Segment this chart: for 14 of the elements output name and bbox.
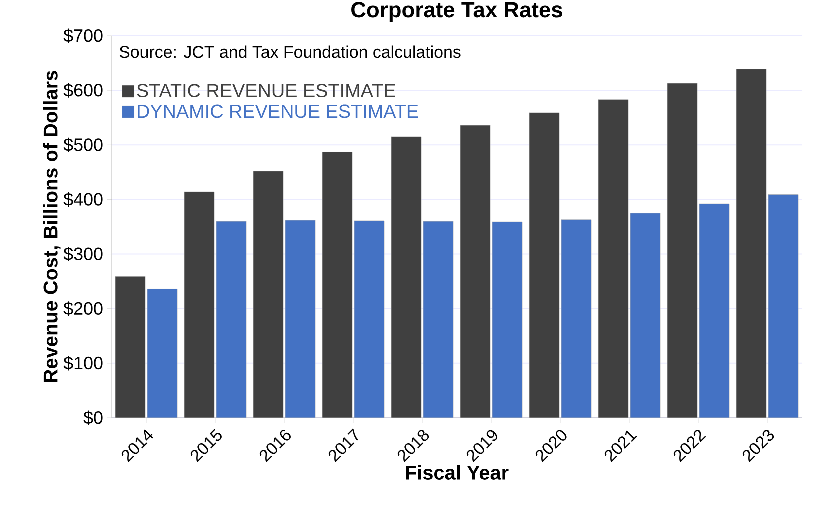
y-tick-label: $200 xyxy=(64,302,103,316)
y-axis-title: Revenue Cost, Billions of Dollars xyxy=(43,71,61,382)
y-tick-label: $700 xyxy=(64,28,103,44)
legend-label: STATIC REVENUE ESTIMATE xyxy=(137,84,396,98)
x-axis-title: Fiscal Year xyxy=(406,465,509,480)
annotation: Source: JCT and Tax Foundation calculations xyxy=(120,46,461,58)
y-tick-label: $0 xyxy=(84,410,103,426)
y-tick-label: $600 xyxy=(64,83,103,98)
y-tick-label: $100 xyxy=(64,356,103,371)
chart-title: Corporate Tax Rates xyxy=(352,2,562,22)
legend-label: DYNAMIC REVENUE ESTIMATE xyxy=(138,104,418,118)
y-tick-label: $500 xyxy=(64,138,103,152)
y-tick-label: $300 xyxy=(64,247,103,262)
y-tick-label: $400 xyxy=(64,192,103,207)
